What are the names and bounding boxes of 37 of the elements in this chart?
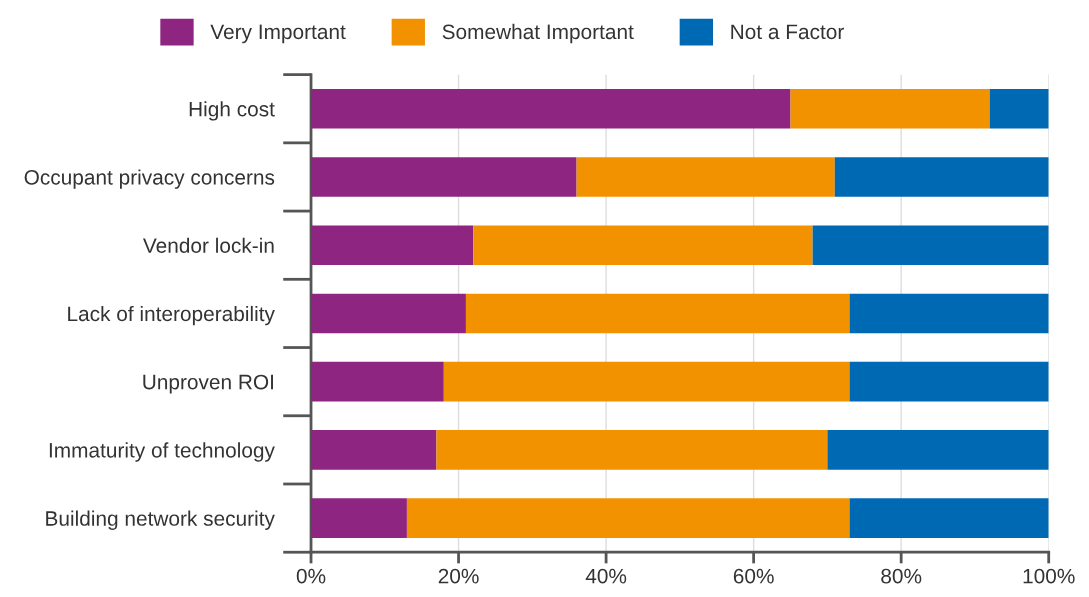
bar	[989, 88, 1049, 129]
x-tick-label: 40%	[585, 568, 627, 584]
x-tick-label: 100%	[1023, 568, 1075, 584]
bar	[834, 157, 1049, 197]
x-tick-label: 60%	[733, 568, 774, 584]
bar	[827, 430, 1049, 470]
legend-label: Somewhat Important	[442, 23, 634, 44]
y-tick-label: High cost	[189, 101, 275, 121]
bar	[311, 225, 474, 265]
bar	[436, 430, 828, 470]
legend-label: Not a Factor	[731, 24, 844, 40]
bar	[465, 293, 850, 334]
bar	[812, 225, 1049, 265]
bar	[790, 88, 990, 129]
y-tick-label: Vendor lock-in	[142, 237, 274, 253]
bar	[311, 157, 577, 197]
legend-label: Very Important	[210, 24, 346, 44]
y-tick-label: Building network security	[46, 510, 275, 530]
bar	[311, 430, 437, 470]
bar	[311, 88, 791, 129]
bar	[849, 293, 1049, 334]
bar	[576, 157, 835, 197]
bar	[311, 361, 444, 402]
y-tick-label: Occupant privacy concerns	[24, 169, 275, 189]
y-tick-label: Lack of interoperability	[68, 305, 275, 326]
bar	[443, 361, 850, 402]
x-tick-label: 80%	[881, 568, 922, 584]
y-tick-label: Unproven ROI	[143, 374, 273, 394]
bar	[849, 498, 1049, 538]
bar	[311, 498, 407, 538]
bar	[849, 361, 1049, 402]
y-tick-label: Immaturity of technology	[49, 442, 275, 462]
x-tick-label: 20%	[438, 568, 479, 584]
bar	[311, 293, 466, 334]
x-tick-label: 0%	[296, 568, 326, 584]
bar	[406, 498, 850, 538]
bar	[473, 225, 813, 265]
